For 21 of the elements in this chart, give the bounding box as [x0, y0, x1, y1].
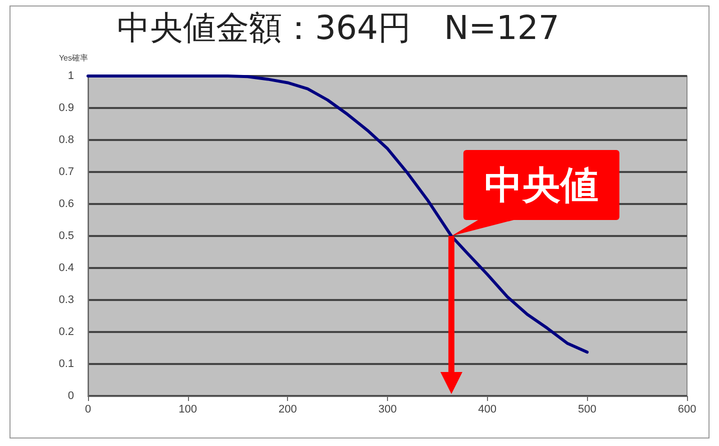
x-tick-label: 500 — [578, 404, 596, 416]
y-tick-label: 1 — [68, 70, 74, 82]
y-tick-label: 0.8 — [58, 134, 74, 146]
y-axis-title: Yes確率 — [58, 54, 88, 62]
x-tick-label: 600 — [678, 404, 696, 416]
x-tick-label: 300 — [378, 404, 397, 416]
y-tick-label: 0.7 — [58, 166, 74, 178]
y-tick-label: 0.3 — [58, 294, 74, 306]
y-tick-label: 0.2 — [58, 326, 74, 338]
annotation: 中央値 — [484, 163, 598, 207]
y-tick-label: 0.5 — [58, 230, 74, 242]
y-tick-label: 0.4 — [58, 262, 74, 274]
x-tick-label: 0 — [84, 404, 92, 416]
y-tick-label: 0.1 — [58, 358, 74, 370]
y-tick-label: 0.6 — [58, 198, 74, 210]
x-tick-label: 200 — [278, 404, 297, 416]
y-tick-label: 0 — [68, 390, 74, 402]
chart-title: 中央値金額：364円 N=127 — [117, 8, 560, 47]
x-tick-label: 100 — [178, 404, 198, 416]
x-tick-label: 400 — [478, 404, 497, 416]
y-tick-label: 0.9 — [58, 102, 74, 114]
